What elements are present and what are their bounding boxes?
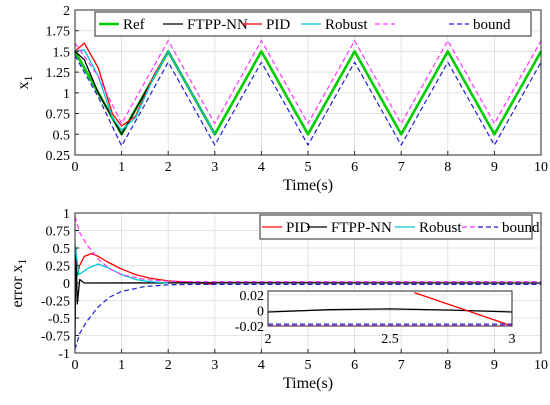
x-tick-label: 3	[211, 358, 218, 373]
x-tick-label: 2	[165, 358, 172, 373]
y-tick-label: 1.5	[53, 45, 71, 60]
inset-zoom-chart: 2 2.5 3 0.020-0.02	[235, 289, 516, 347]
y-axis-label-main: error x	[9, 264, 26, 307]
y-tick-label: 0.5	[53, 242, 71, 257]
x-tick-label: 6	[351, 358, 358, 373]
series-line-robust	[74, 244, 169, 284]
x-tick-label: 5	[305, 160, 312, 175]
y-tick-label: 1	[63, 87, 70, 102]
legend-label: FTPP-NN	[187, 17, 248, 33]
x-tick-label: 4	[258, 358, 265, 373]
series-line-robust	[74, 49, 216, 135]
x-tick-label: 8	[444, 160, 451, 175]
legend-label: FTPP-NN	[331, 220, 392, 236]
y-axis-label-subscript: 1	[15, 258, 29, 264]
x-tick-label: 1	[118, 160, 125, 175]
legend-label: Robust	[325, 17, 368, 33]
x-tick-label: 10	[534, 160, 548, 175]
x-tick-label: 0	[72, 358, 79, 373]
y-tick-label: -0.25	[41, 295, 70, 310]
y-axis-label: error x1	[9, 258, 29, 307]
y-tick-label: 0.25	[46, 149, 71, 164]
y-axis-label: x1	[15, 76, 35, 90]
x-tick-label: 8	[444, 358, 451, 373]
y-tick-label: 0.75	[46, 225, 71, 240]
inset-x-tick-label: 2	[265, 332, 272, 347]
series-line-upper-bound	[74, 216, 541, 283]
series-line-bound	[74, 55, 542, 147]
y-tick-label: 0.25	[46, 260, 71, 275]
series-line-bound	[74, 283, 541, 350]
y-tick-label: -0.5	[48, 312, 70, 327]
y-tick-label: -1	[58, 347, 70, 362]
x-tick-label: 2	[165, 160, 172, 175]
inset-series-pid	[414, 291, 513, 327]
series-line-pid	[74, 252, 215, 286]
y-tick-label: 2	[63, 4, 70, 19]
inset-frame	[267, 290, 513, 327]
x-tick-label: 6	[351, 160, 358, 175]
y-tick-label: 0.5	[53, 128, 71, 143]
y-tick-label: 1	[63, 207, 70, 222]
x-tick-label: 4	[258, 160, 265, 175]
inset-series-ftpp-nn	[267, 308, 513, 313]
y-tick-label: 1.75	[46, 25, 71, 40]
y-tick-label: 0	[63, 277, 70, 292]
x-tick-label: 10	[534, 358, 548, 373]
inset-x-tick-label: 2.5	[381, 332, 399, 347]
x-tick-label: 9	[491, 358, 498, 373]
inset-y-tick-label: 0	[257, 304, 264, 319]
x-tick-label: 7	[398, 358, 405, 373]
legend-label: PID	[286, 220, 310, 236]
bottom-chart-panel: 0 1 2 3 4 5 6 7 8 9 10-1-0.75-0.5-0.2500.250.50.75…	[9, 207, 548, 392]
x-tick-label: 5	[305, 358, 312, 373]
y-axis-label-subscript: 1	[21, 76, 35, 82]
x-tick-label: 1	[118, 358, 125, 373]
inset-y-tick-label: -0.02	[235, 320, 264, 335]
y-axis-label-main: x	[15, 82, 32, 90]
legend-label: Ref	[123, 17, 145, 33]
x-tick-label: 9	[491, 160, 498, 175]
legend-label: bound	[502, 220, 540, 236]
y-tick-label: -0.75	[41, 330, 70, 345]
top-chart-panel: 0 1 2 3 4 5 6 7 8 9 10 0.25 0.5 0.75 1 1.25 1.5 1.75 2 Time…	[15, 4, 548, 194]
legend-label: Robust	[419, 220, 462, 236]
x-axis-label: Time(s)	[283, 177, 333, 194]
y-tick-label: 1.25	[46, 66, 71, 81]
x-axis-label: Time(s)	[283, 375, 333, 392]
series-line-upper-bound	[74, 40, 542, 125]
x-tick-label: 7	[398, 160, 405, 175]
inset-y-tick-label: 0.02	[240, 289, 265, 304]
y-tick-label: 0.75	[46, 108, 71, 123]
legend-label: bound	[473, 17, 511, 33]
x-tick-label: 0	[72, 160, 79, 175]
inset-x-tick-label: 3	[509, 332, 516, 347]
x-tick-label: 3	[211, 160, 218, 175]
legend-label: PID	[266, 17, 290, 33]
